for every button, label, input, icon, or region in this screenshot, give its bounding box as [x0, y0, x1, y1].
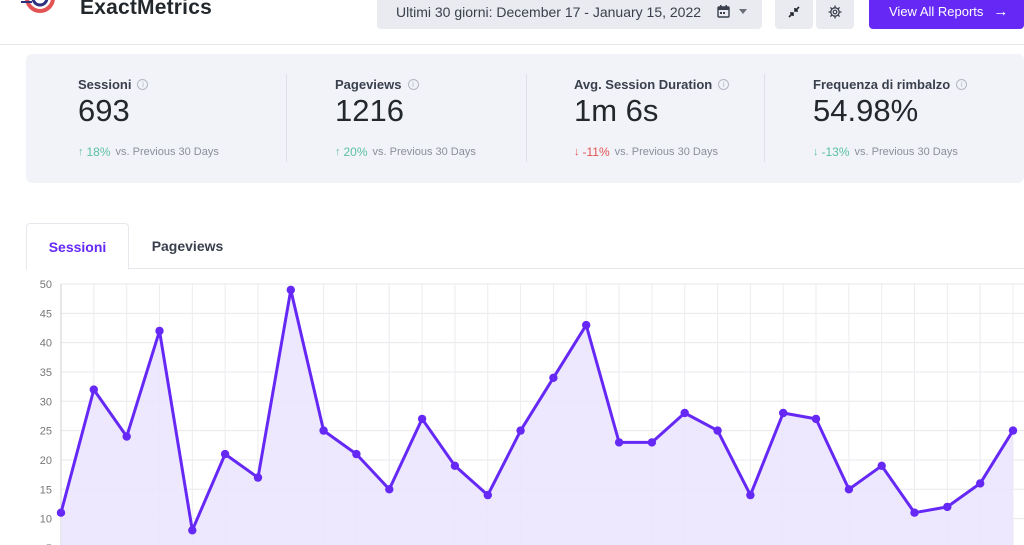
y-tick-label: 20 [40, 455, 52, 467]
y-tick-label: 5 [46, 543, 52, 545]
stat-value: 1216 [335, 93, 404, 128]
info-icon[interactable]: i [718, 79, 730, 90]
header: ExactMetrics Ultimi 30 giorni: December … [0, 0, 1024, 45]
stats-panel: Sessioni i 693 ↑ 18% vs. Previous 30 Days P… [26, 54, 1024, 183]
series-area [61, 289, 1013, 545]
stat-comparison: vs. Previous 30 Days [115, 146, 219, 158]
data-point [253, 473, 263, 482]
stat-change: 18% [86, 145, 111, 159]
data-point [122, 432, 131, 441]
sessions-chart: 50 45 40 35 30 25 20 15 10 5 [40, 279, 1024, 545]
data-point [582, 320, 591, 330]
stat-value: 1m 6s [574, 93, 659, 128]
tab-sessions[interactable]: Sessioni [26, 223, 129, 270]
exactmetrics-logo-icon [21, 0, 55, 13]
data-point [614, 438, 624, 447]
divider [526, 74, 527, 162]
info-icon[interactable]: i [407, 79, 419, 90]
view-all-label: View All Reports [889, 4, 984, 19]
report-tabs: Sessioni Pageviews [26, 223, 1024, 270]
data-point [844, 485, 854, 494]
data-point [779, 408, 788, 418]
stat-change: -11% [582, 145, 610, 159]
data-point [319, 426, 328, 435]
collapse-arrows-icon [788, 5, 800, 18]
data-point [220, 449, 230, 459]
stat-comparison: vs. Previous 30 Days [372, 146, 476, 158]
stat-label: Frequenza di rimbalzo [813, 77, 951, 92]
data-point [910, 508, 919, 517]
arrow-down-icon: ↓ [813, 146, 819, 158]
date-range-label: Ultimi 30 giorni: December 17 - January … [396, 3, 702, 20]
y-tick-label: 45 [40, 308, 52, 320]
brand-name: ExactMetrics [80, 0, 212, 19]
data-point [385, 485, 394, 494]
data-point [647, 438, 657, 447]
y-tick-label: 15 [40, 484, 52, 496]
arrow-up-icon: ↑ [78, 146, 84, 158]
tab-pageviews[interactable]: Pageviews [151, 238, 224, 254]
y-tick-label: 40 [40, 338, 52, 350]
collapse-button[interactable] [775, 0, 813, 29]
view-all-reports-button[interactable]: View All Reports → [869, 0, 1024, 29]
y-tick-label: 30 [40, 396, 52, 408]
data-point [976, 479, 985, 488]
stat-comparison: vs. Previous 30 Days [854, 146, 958, 158]
data-point [417, 414, 427, 424]
data-point [89, 385, 99, 394]
y-tick-label: 25 [40, 426, 52, 438]
data-point [877, 461, 886, 470]
divider [764, 74, 765, 162]
data-point [155, 326, 164, 336]
stat-change: 20% [343, 145, 368, 159]
y-tick-label: 35 [40, 367, 52, 379]
data-point [483, 490, 492, 500]
data-point [713, 426, 722, 435]
data-point [516, 426, 525, 435]
data-point [1008, 426, 1018, 435]
gear-icon [828, 5, 842, 18]
stat-label: Avg. Session Duration [574, 77, 713, 92]
data-point [286, 285, 295, 295]
stat-label: Sessioni [78, 77, 132, 92]
date-range-picker[interactable]: Ultimi 30 giorni: December 17 - January … [377, 0, 762, 29]
series-line [59, 288, 1015, 532]
stat-value: 693 [78, 93, 130, 128]
y-tick-label: 10 [40, 514, 52, 526]
arrow-down-icon: ↓ [574, 146, 580, 158]
data-point [943, 502, 952, 512]
arrow-right-icon: → [993, 3, 1009, 20]
info-icon[interactable]: i [956, 79, 968, 90]
stat-comparison: vs. Previous 30 Days [614, 146, 718, 158]
stat-change: -13% [821, 145, 850, 159]
y-tick-label: 50 [40, 279, 52, 291]
arrow-up-icon: ↑ [335, 146, 341, 158]
data-point [549, 373, 558, 382]
data-point [811, 414, 821, 424]
stat-label: Pageviews [335, 77, 402, 92]
data-point [450, 461, 460, 470]
calendar-icon [717, 5, 730, 18]
stat-value: 54.98% [813, 93, 919, 128]
data-point [746, 490, 755, 500]
data-point [56, 508, 66, 517]
data-point [188, 526, 197, 535]
info-icon[interactable]: i [137, 79, 149, 90]
settings-button[interactable] [816, 0, 854, 29]
divider [286, 74, 287, 162]
data-point [352, 449, 361, 459]
data-point [680, 408, 689, 418]
chevron-down-icon [739, 9, 747, 14]
